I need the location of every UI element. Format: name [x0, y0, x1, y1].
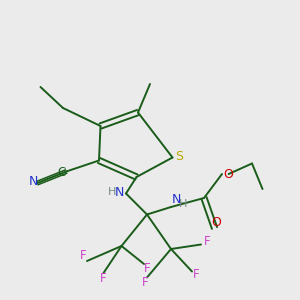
- Text: C: C: [57, 166, 66, 179]
- Text: F: F: [204, 235, 210, 248]
- Text: F: F: [100, 272, 107, 285]
- Text: F: F: [144, 262, 150, 275]
- Text: N: N: [28, 175, 38, 188]
- Text: N: N: [115, 185, 124, 199]
- Text: S: S: [175, 150, 183, 164]
- Text: O: O: [211, 215, 221, 229]
- Text: F: F: [193, 268, 200, 281]
- Text: F: F: [142, 276, 149, 290]
- Text: N: N: [172, 193, 181, 206]
- Text: H: H: [179, 199, 187, 209]
- Text: H: H: [108, 187, 117, 197]
- Text: O: O: [224, 167, 233, 181]
- Text: F: F: [80, 249, 87, 262]
